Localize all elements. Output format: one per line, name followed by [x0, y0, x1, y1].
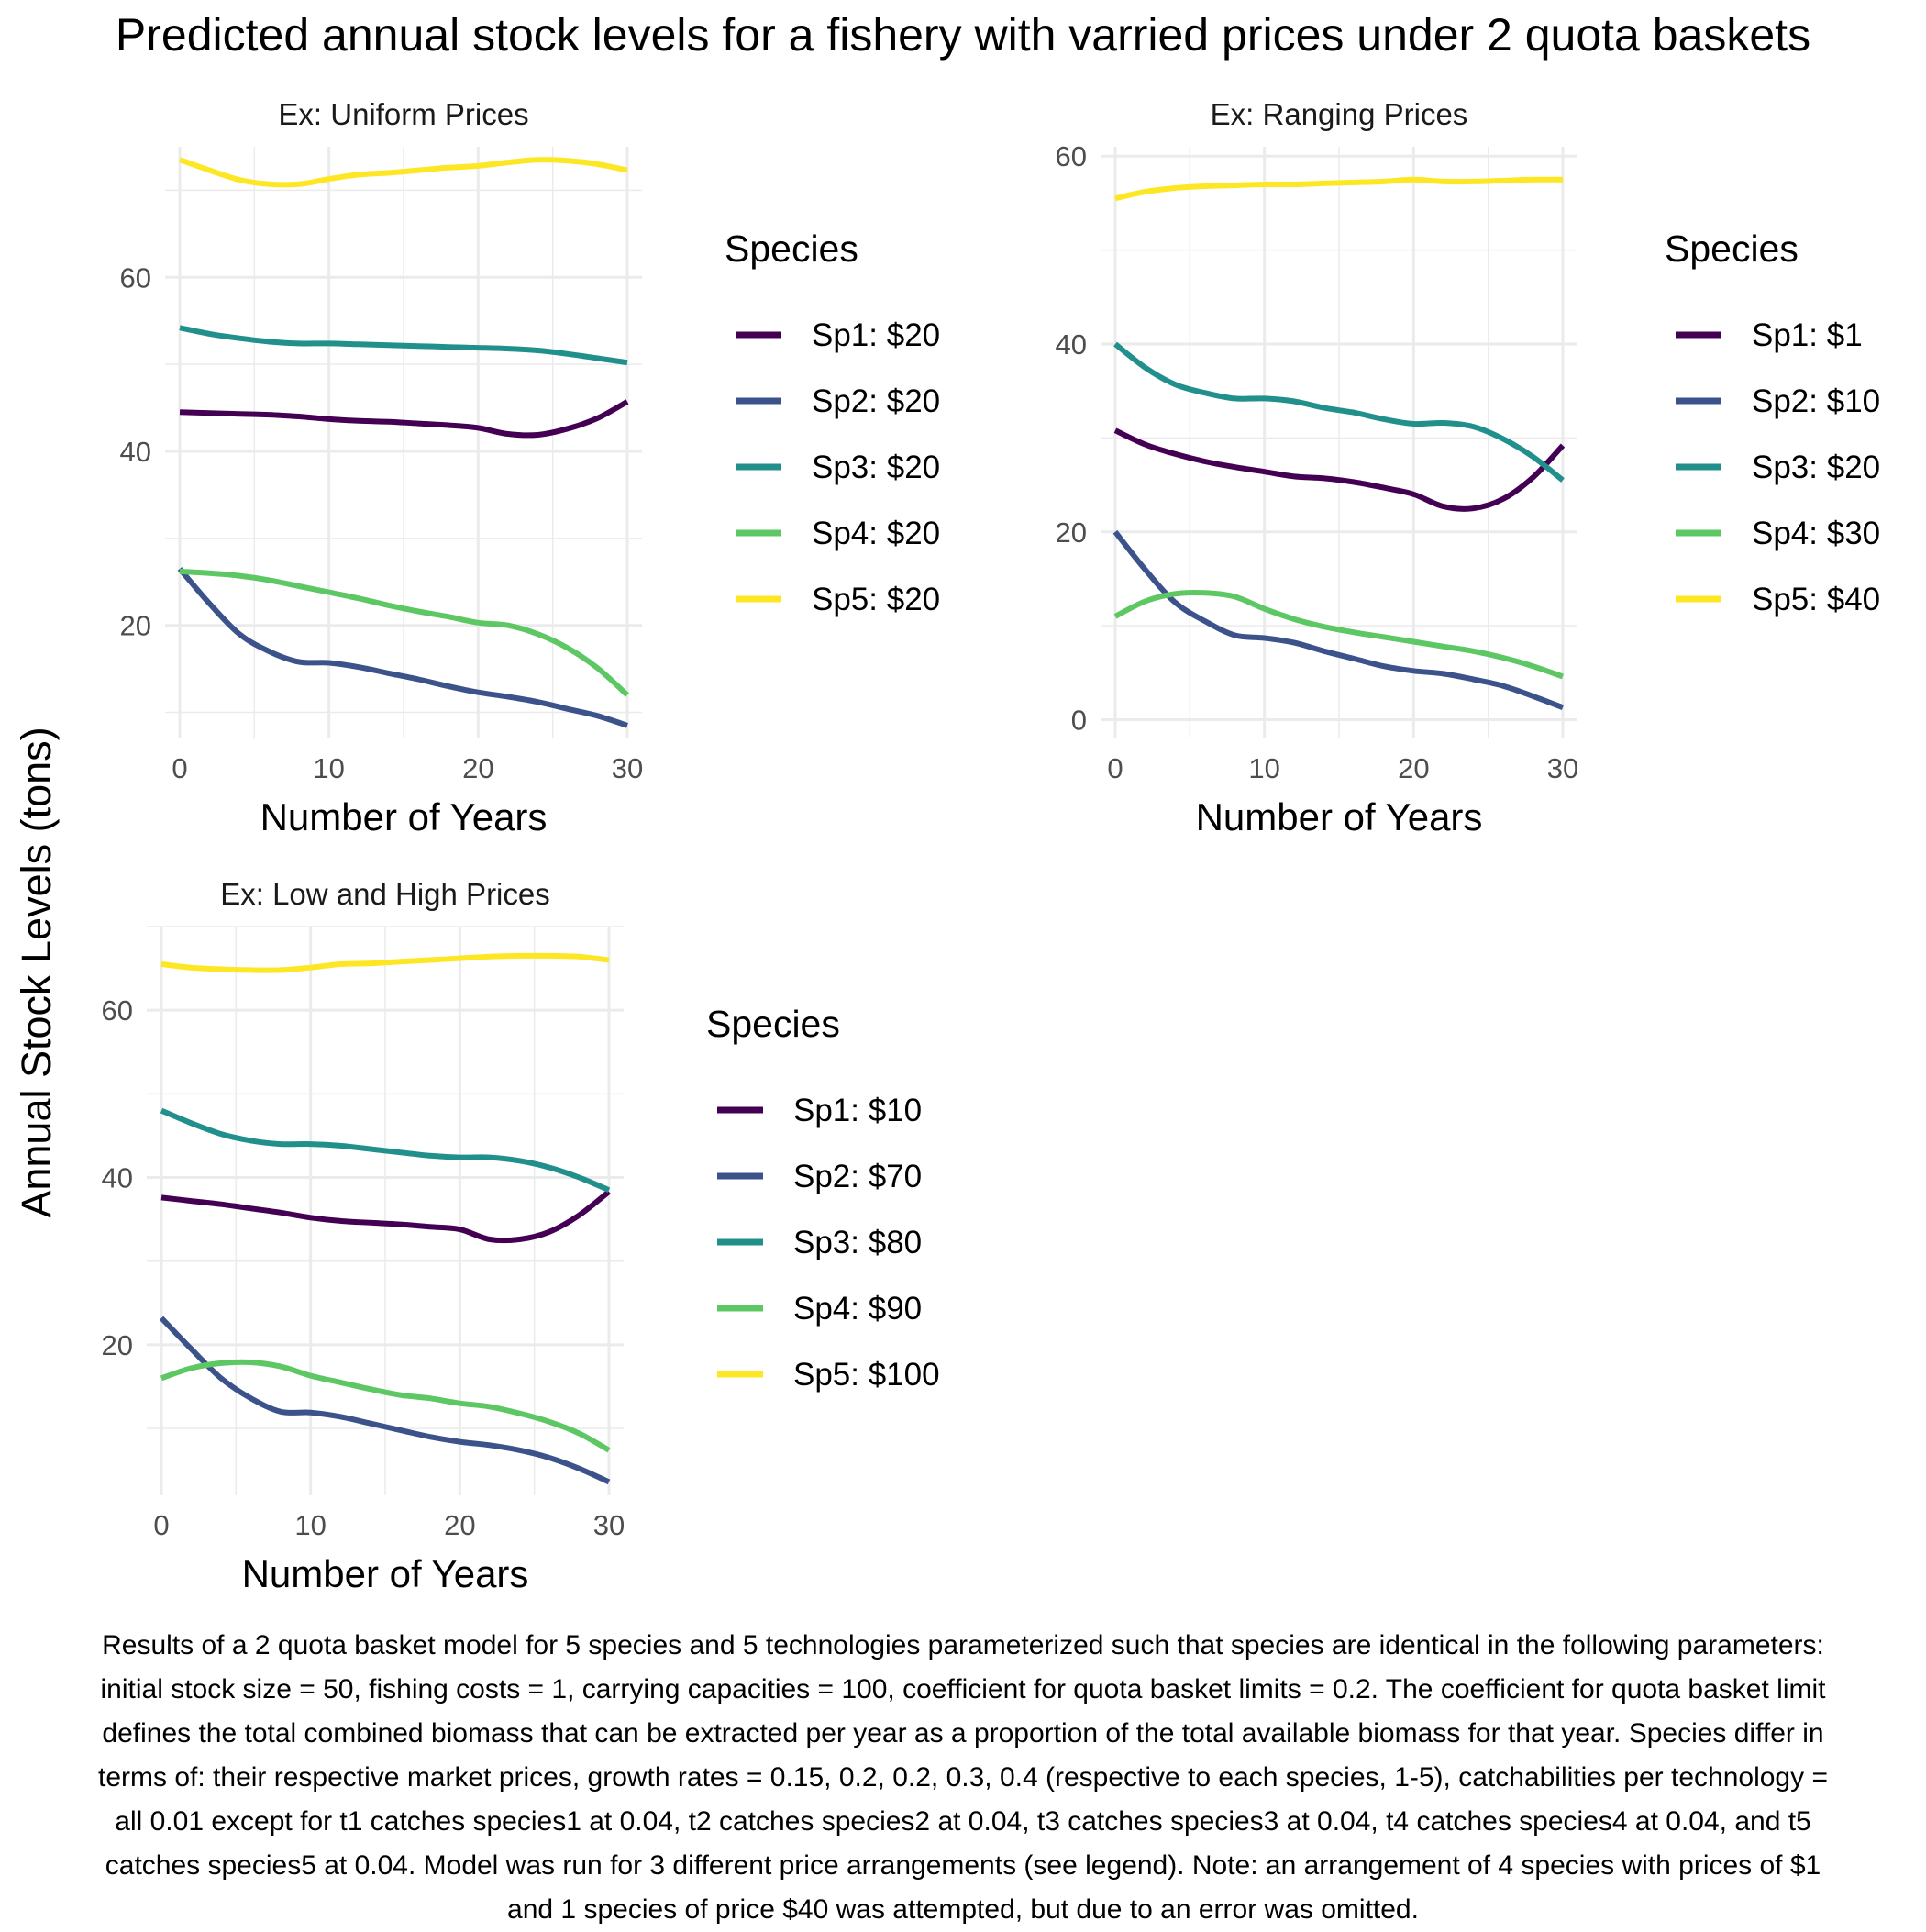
x-axis-title: Number of Years [260, 795, 548, 838]
legend-label-sp4: Sp4: $20 [812, 516, 940, 551]
x-tick-label: 30 [1547, 752, 1578, 784]
x-tick-label: 10 [294, 1509, 326, 1541]
legend-label-sp3: Sp3: $20 [812, 450, 940, 485]
x-tick-label: 20 [1398, 752, 1429, 784]
series-line-sp1 [1113, 427, 1566, 512]
series-line-sp2 [177, 567, 628, 728]
legend-label-sp2: Sp2: $70 [793, 1159, 922, 1194]
legend-label-sp5: Sp5: $40 [1752, 582, 1880, 617]
legend-label-sp3: Sp3: $80 [793, 1225, 922, 1260]
series-line-sp4 [1113, 590, 1564, 680]
x-tick-label: 30 [612, 752, 643, 784]
legend-label-sp5: Sp5: $20 [812, 582, 940, 617]
y-tick-label: 60 [120, 261, 151, 294]
legend-title: Species [725, 228, 858, 270]
legend-title: Species [1665, 228, 1799, 270]
y-tick-label: 20 [1056, 516, 1087, 549]
y-tick-label: 60 [102, 994, 133, 1027]
legend-label-sp1: Sp1: $20 [812, 317, 940, 353]
x-tick-label: 10 [313, 752, 344, 784]
legend-label-sp3: Sp3: $20 [1752, 450, 1880, 485]
x-tick-label: 0 [153, 1509, 169, 1541]
y-tick-label: 20 [120, 610, 151, 642]
x-tick-label: 20 [462, 752, 493, 784]
x-tick-label: 30 [593, 1509, 625, 1541]
series-line-sp5 [179, 157, 628, 188]
y-tick-label: 40 [102, 1162, 133, 1194]
panel-title: Ex: Low and High Prices [220, 877, 550, 911]
y-tick-label: 0 [1071, 705, 1087, 737]
series-line-sp1 [179, 399, 629, 439]
panel-title: Ex: Ranging Prices [1211, 97, 1468, 131]
legend-label-sp4: Sp4: $30 [1752, 516, 1880, 551]
legend-title: Species [706, 1003, 840, 1045]
legend-label-sp2: Sp2: $20 [812, 383, 940, 419]
legend-label-sp1: Sp1: $1 [1752, 317, 1863, 353]
x-axis-title: Number of Years [1196, 795, 1483, 838]
y-tick-label: 40 [1056, 328, 1087, 361]
panel-title: Ex: Uniform Prices [278, 97, 528, 131]
series-line-sp5 [160, 952, 610, 973]
x-tick-label: 0 [1107, 752, 1123, 784]
x-tick-label: 0 [172, 752, 187, 784]
series-line-sp4 [160, 1359, 611, 1453]
chart-title: Predicted annual stock levels for a fish… [115, 9, 1811, 61]
x-tick-label: 20 [444, 1509, 475, 1541]
x-axis-title: Number of Years [242, 1552, 529, 1595]
series-line-sp3 [1113, 341, 1565, 483]
series-line-sp1 [160, 1189, 611, 1244]
series-line-sp4 [179, 568, 630, 697]
figure-caption: Results of a 2 quota basket model for 5 … [98, 1630, 1828, 1925]
y-tick-label: 60 [1056, 140, 1087, 172]
series-line-sp5 [1114, 176, 1564, 202]
series-line-sp2 [1112, 529, 1565, 711]
y-tick-label: 40 [120, 436, 151, 468]
series-line-sp2 [159, 1316, 611, 1485]
series-line-sp3 [160, 1107, 611, 1193]
legend-label-sp4: Sp4: $90 [793, 1291, 922, 1327]
series-line-sp3 [179, 325, 628, 366]
legend-label-sp5: Sp5: $100 [793, 1357, 940, 1393]
legend-label-sp1: Sp1: $10 [793, 1093, 922, 1128]
x-tick-label: 10 [1248, 752, 1279, 784]
y-tick-label: 20 [102, 1329, 133, 1361]
legend-label-sp2: Sp2: $10 [1752, 383, 1880, 419]
